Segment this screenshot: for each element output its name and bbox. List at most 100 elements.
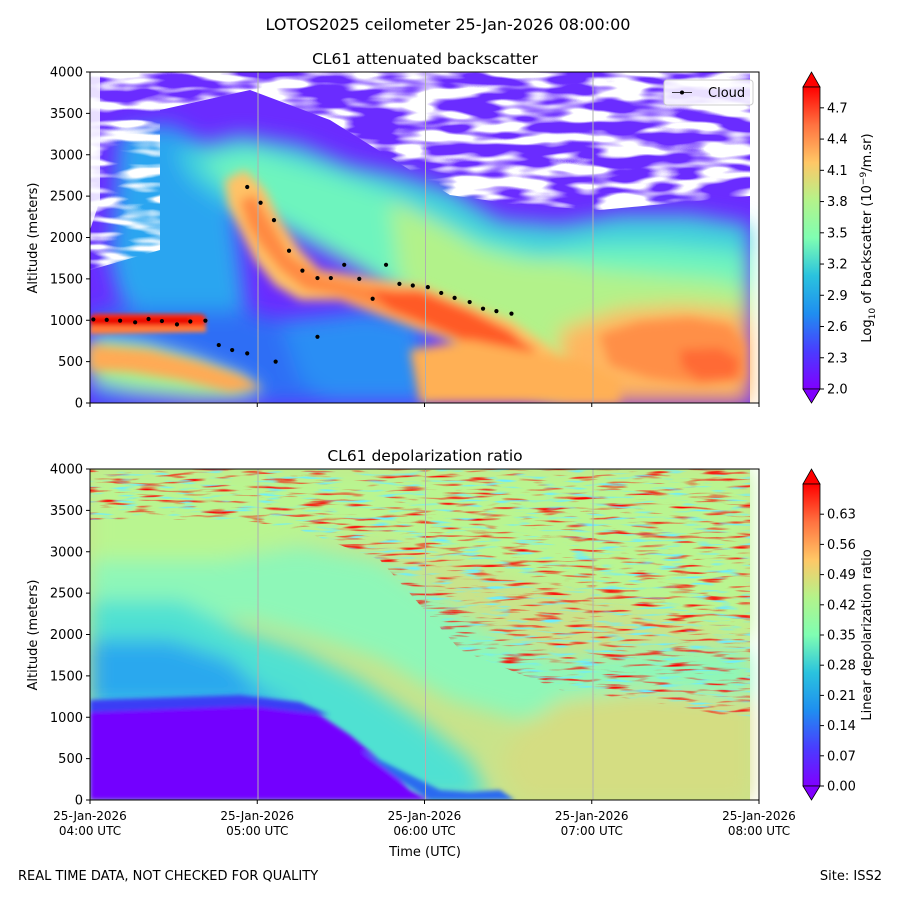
backscatter-cbtick-label-6: 3.8 <box>827 195 848 210</box>
cloud-point-0 <box>91 317 96 322</box>
cloud-point-30 <box>467 299 472 305</box>
cloud-point-20 <box>328 275 333 281</box>
cloud-point-27 <box>425 285 430 290</box>
backscatter-ytick-label-5: 2500 <box>50 190 83 205</box>
cloud-point-5 <box>159 318 165 324</box>
xtick-time-4: 08:00 UTC <box>728 824 790 838</box>
backscatter-cbtick-label-9: 4.7 <box>827 101 848 116</box>
depolarization-cbtick-label-5: 0.35 <box>827 629 856 644</box>
cloud-point-22 <box>357 276 362 281</box>
depolarization-cbtick-label-9: 0.63 <box>827 508 856 523</box>
depolarization-cbtick-label-3: 0.21 <box>827 689 856 704</box>
cloud-point-23 <box>370 296 375 301</box>
backscatter-heatmap <box>90 72 759 403</box>
depolarization-ytick-label-0: 0 <box>75 794 83 809</box>
cloud-markers <box>91 184 514 364</box>
depolarization-colorbar: 0.00 0.07 0.14 0.21 0.28 0.35 0.42 0.49 0.56 0.63… <box>802 468 875 801</box>
depolarization-colorbar-label: Linear depolarization ratio <box>860 549 875 720</box>
cloud-point-25 <box>397 281 402 286</box>
cloud-point-16 <box>286 248 292 253</box>
backscatter-cbtick-label-0: 2.0 <box>827 383 848 398</box>
depolarization-axes: 0 500 1000 1500 2000 2500 3000 3500 4000 25-Jan-… <box>26 463 796 861</box>
cloud-point-4 <box>146 316 151 322</box>
backscatter-cbtick-label-8: 4.4 <box>827 133 848 148</box>
cloud-point-19 <box>315 334 320 339</box>
depolarization-title: CL61 depolarization ratio <box>327 447 522 465</box>
depolarization-ytick-label-1: 500 <box>58 752 83 767</box>
cloud-point-33 <box>509 311 514 316</box>
cloud-point-2 <box>118 318 123 323</box>
backscatter-colorbar-ticks: 2.0 2.3 2.6 2.9 3.2 3.5 3.8 4.1 4.4 4.7 <box>820 101 848 398</box>
depolarization-cbtick-label-8: 0.56 <box>827 538 856 553</box>
cloud-legend-label: Cloud <box>708 86 745 101</box>
backscatter-cbtick-label-1: 2.3 <box>827 351 848 366</box>
cloud-point-26 <box>410 283 415 288</box>
depolarization-y-ticks: 0 500 1000 1500 2000 2500 3000 3500 4000 <box>50 463 90 809</box>
depolarization-panel: CL61 depolarization ratio <box>26 447 875 860</box>
depolarization-ytick-label-4: 2000 <box>50 628 83 643</box>
cloud-point-7 <box>188 319 193 324</box>
cloud-point-8 <box>203 318 208 323</box>
site-label: Site: ISS2 <box>819 869 882 884</box>
backscatter-ytick-label-2: 1000 <box>50 314 83 329</box>
cloud-point-1 <box>104 317 109 322</box>
depolarization-cbtick-label-6: 0.42 <box>827 598 856 613</box>
cloud-point-15 <box>273 359 278 364</box>
depolarization-cbtick-label-0: 0.00 <box>827 780 856 795</box>
backscatter-title: CL61 attenuated backscatter <box>312 50 538 68</box>
cloud-point-6 <box>174 322 180 327</box>
x-axis-label: Time (UTC) <box>388 845 461 860</box>
xtick-time-0: 04:00 UTC <box>59 824 121 838</box>
backscatter-ytick-label-0: 0 <box>75 397 83 412</box>
xtick-date-4: 25-Jan-2026 <box>722 809 796 823</box>
xtick-date-3: 25-Jan-2026 <box>555 809 629 823</box>
cloud-point-32 <box>494 309 499 314</box>
backscatter-ytick-label-6: 3000 <box>50 148 83 163</box>
backscatter-colorbar-label: Log10 of backscatter (10−9/m.sr) <box>859 133 878 342</box>
backscatter-cbtick-label-2: 2.6 <box>827 320 848 335</box>
backscatter-axes: 0 500 1000 1500 2000 2500 3000 3500 4000 Altitud… <box>26 66 760 412</box>
backscatter-panel: CL61 attenuated backscatter <box>26 50 878 412</box>
depolarization-ytick-label-6: 3000 <box>50 545 83 560</box>
depolarization-ytick-label-2: 1000 <box>50 711 83 726</box>
depolarization-ytick-label-5: 2500 <box>50 587 83 602</box>
xtick-date-0: 25-Jan-2026 <box>53 809 127 823</box>
cloud-point-17 <box>300 268 305 273</box>
depolarization-ytick-label-3: 1500 <box>50 669 83 684</box>
backscatter-cbtick-label-4: 3.2 <box>827 258 848 273</box>
xtick-time-3: 07:00 UTC <box>561 824 623 838</box>
backscatter-cbtick-label-5: 3.5 <box>827 226 848 241</box>
cloud-point-31 <box>480 306 486 311</box>
backscatter-ytick-label-4: 2000 <box>50 231 83 246</box>
cloud-point-11 <box>245 351 250 356</box>
depolarization-ylabel: Altitude (meters) <box>26 580 41 691</box>
quality-disclaimer: REAL TIME DATA, NOT CHECKED FOR QUALITY <box>18 869 319 884</box>
cloud-point-3 <box>133 320 138 325</box>
backscatter-cbtick-label-3: 2.9 <box>827 289 848 304</box>
depolarization-colorbar-ticks: 0.00 0.07 0.14 0.21 0.28 0.35 0.42 0.49 0.56 0.63 <box>820 508 856 795</box>
cloud-point-24 <box>383 262 389 267</box>
depolarization-cbtick-label-7: 0.49 <box>827 568 856 583</box>
backscatter-y-ticks: 0 500 1000 1500 2000 2500 3000 3500 4000 <box>50 66 90 412</box>
cloud-legend-marker <box>680 90 684 95</box>
depolarization-cbtick-label-2: 0.14 <box>827 719 856 734</box>
cloud-point-9 <box>216 342 221 348</box>
depolarization-cbtick-label-1: 0.07 <box>827 749 856 764</box>
backscatter-x-ticks <box>89 403 760 407</box>
backscatter-ylabel: Altitude (meters) <box>26 183 41 294</box>
cloud-point-18 <box>315 275 320 281</box>
cloud-point-14 <box>271 218 277 223</box>
xtick-time-1: 05:00 UTC <box>226 824 288 838</box>
backscatter-colorbar: 2.0 2.3 2.6 2.9 3.2 3.5 3.8 4.1 4.4 4.7 Log10 of … <box>802 71 878 404</box>
cloud-point-21 <box>342 262 347 267</box>
depolarization-ytick-label-7: 3500 <box>50 504 83 519</box>
cloud-point-29 <box>452 295 457 301</box>
backscatter-ytick-label-3: 1500 <box>50 272 83 287</box>
backscatter-ytick-label-1: 500 <box>58 355 83 370</box>
depolarization-cbtick-label-4: 0.28 <box>827 659 856 674</box>
depolarization-heatmap <box>90 469 759 800</box>
cloud-point-12 <box>245 184 250 190</box>
xtick-date-2: 25-Jan-2026 <box>388 809 462 823</box>
